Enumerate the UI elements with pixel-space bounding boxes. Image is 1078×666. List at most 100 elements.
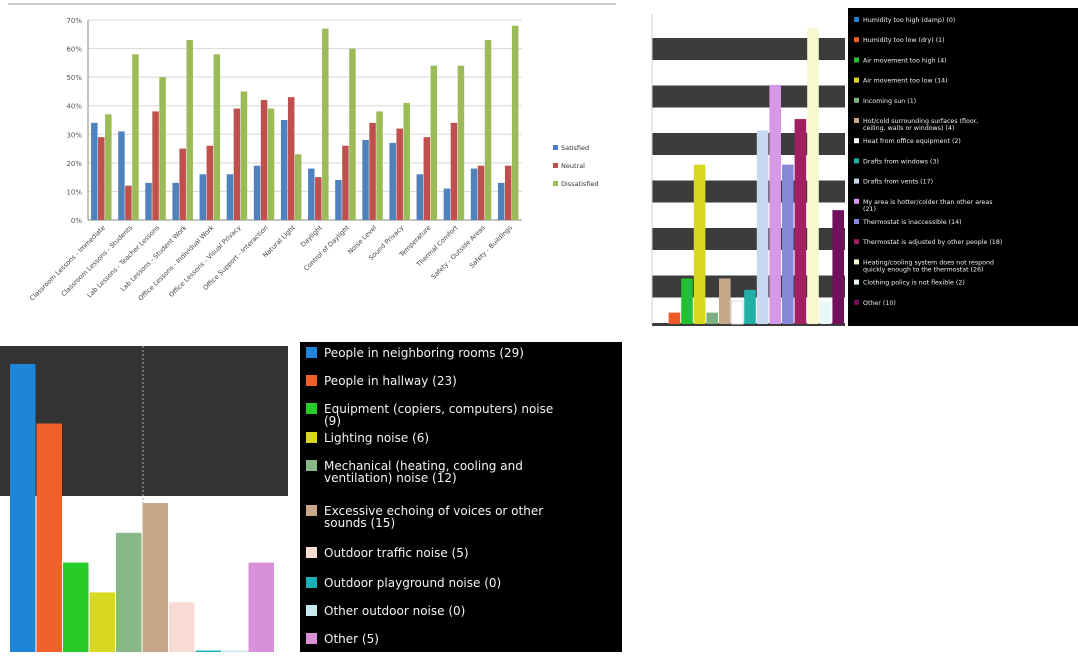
bar-dissatisfied [511,25,519,221]
grid-band [652,85,845,108]
bar-satisfied [497,182,505,220]
legend-swatch [553,181,558,186]
bar-dissatisfied [457,65,465,220]
legend-label: Heating/cooling system does not respond [863,259,994,266]
bar-neutral [98,137,105,220]
bar [63,562,89,652]
legend-swatch [854,118,859,123]
chart-satisfaction-panel: 0% 10% 20% 30% 40% 50% 60% 70% Classroom Lessons… [0,0,618,324]
legend-label: Equipment (copiers, computers) noise [324,402,553,416]
bar [10,363,36,652]
legend-swatch [306,505,317,516]
bar [668,312,681,324]
legend-label: (9) [324,414,341,428]
bar-neutral [423,137,431,220]
legend-swatch [306,432,317,443]
bar-neutral [179,148,186,220]
bar [731,300,744,325]
bar [693,164,706,324]
bar-neutral [477,165,485,220]
legend-swatch [854,17,859,22]
legend-swatch [854,299,859,305]
bar-dissatisfied [105,114,112,220]
legend-label: Satisfied [561,144,589,152]
bar [169,602,195,652]
bar-neutral [315,177,322,220]
y-tick-label: 40% [66,103,82,111]
legend-swatch [306,347,317,358]
bar-satisfied [308,168,315,220]
bar-neutral [342,145,349,220]
bar [794,119,807,324]
bar-satisfied [199,174,207,220]
legend-label: Air movement too low (14) [863,78,948,85]
bar-dissatisfied [240,91,248,220]
legend-swatch [306,633,317,644]
bar [832,210,844,324]
chart-thermal: Humidity too high (damp) (0) Humidity too… [640,8,1078,345]
bar-neutral [369,122,376,220]
bar-dissatisfied [322,28,329,221]
bar [681,278,693,324]
legend-label: ventilation) noise (12) [324,471,457,485]
legend-label: Air movement too high (4) [863,57,947,64]
legend-label: (21) [863,206,876,213]
bar [195,650,221,652]
legend-label: Outdoor playground noise (0) [324,576,501,590]
legend-label: People in neighboring rooms (29) [324,346,524,360]
legend-label: Heat from office equipment (2) [863,138,961,145]
bar-dissatisfied [132,54,139,221]
bar-neutral [233,108,241,220]
y-tick-label: 10% [66,188,82,196]
bar-satisfied [416,174,424,220]
bar [782,164,794,324]
bar-satisfied [443,188,451,220]
bar-dissatisfied [349,48,356,221]
legend-swatch [306,605,317,616]
legend-swatch [306,460,317,471]
bar-satisfied [145,182,152,220]
legend-swatch [854,77,859,83]
legend-label: Other (10) [863,300,896,307]
legend-label: People in hallway (23) [324,374,457,388]
chart-thermal-panel: Humidity too high (damp) (0) Humidity too… [640,8,1078,345]
bar [769,84,781,324]
legend-label: Drafts from vents (17) [863,179,933,186]
legend-label: Drafts from windows (3) [863,158,939,165]
legend-label: My area is hotter/colder than other area… [863,199,993,206]
legend-swatch [306,375,317,386]
legend-background [848,8,1078,326]
y-tick-label: 70% [66,17,82,25]
bar-satisfied [280,120,288,220]
legend-swatch [854,198,859,204]
legend-label: Mechanical (heating, cooling and [324,459,523,473]
legend-label: Dissatisfied [561,180,599,188]
bar-dissatisfied [213,54,221,221]
bar-neutral [450,122,458,220]
legend-swatch [553,163,558,168]
legend-label: Humidity too high (damp) (0) [863,17,955,24]
legend-label: Hot/cold surrounding surfaces (floor, [863,118,978,125]
legend-label: Humidity too low (dry) (1) [863,37,945,44]
y-tick-label: 0% [71,217,82,225]
bar-dissatisfied [376,111,383,220]
y-tick-label: 60% [66,46,82,54]
bar-satisfied [335,180,342,220]
legend-label: Excessive echoing of voices or other [324,504,543,518]
legend-label: Clothing policy is not flexible (2) [863,280,965,287]
legend-swatch [854,57,859,63]
chart-noise: People in neighboring rooms (29) People i… [0,342,624,662]
bar [222,650,248,652]
bar-satisfied [362,140,369,220]
legend-swatch [854,97,859,103]
legend-label: quickly enough to the thermostat (26) [863,266,983,273]
bar-satisfied [389,142,396,220]
legend-label: Outdoor traffic noise (5) [324,546,469,560]
bar-dissatisfied [294,154,302,220]
bar [807,28,819,324]
legend-swatch [854,138,859,144]
legend-swatch [854,37,859,43]
grid-band [652,38,845,60]
chart-noise-panel: People in neighboring rooms (29) People i… [0,342,624,662]
legend-label: Neutral [561,162,585,170]
